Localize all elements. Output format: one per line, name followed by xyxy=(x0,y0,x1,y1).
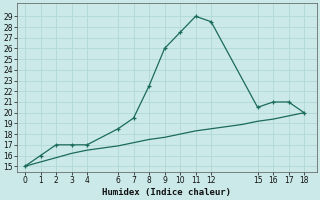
X-axis label: Humidex (Indice chaleur): Humidex (Indice chaleur) xyxy=(102,188,231,197)
